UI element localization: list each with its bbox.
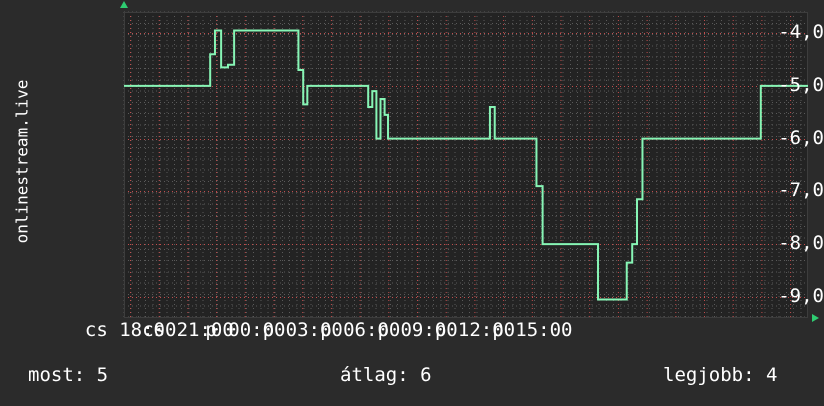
- y-axis-tick-label: -6,0: [778, 126, 824, 149]
- y-axis-tick-label: -5,0: [778, 73, 824, 96]
- legend-best-value: legjobb: 4: [663, 364, 778, 386]
- plot-background: [124, 12, 808, 318]
- y-axis-arrow-icon: [120, 1, 128, 8]
- x-axis-tick-label: cs 18:00: [84, 319, 177, 341]
- x-axis-tick-label: p 09:00: [377, 319, 458, 341]
- data-series-line: [124, 29, 808, 301]
- y-axis-tick-label: -7,0: [778, 179, 824, 202]
- x-axis-tick-label: p 03:00: [262, 319, 343, 341]
- x-axis-tick-label: cs 21:00: [142, 319, 234, 341]
- major-gridlines: [124, 12, 808, 318]
- x-axis-tick-label: p 12:00: [435, 319, 516, 341]
- x-axis-arrow-icon: [812, 314, 819, 322]
- plot-border: [124, 12, 808, 318]
- legend-current-value: most: 5: [28, 364, 109, 386]
- y-axis-tick-label: -8,0: [778, 232, 824, 255]
- x-axis-tick-label: p 00:00: [205, 319, 286, 341]
- y-axis-tick-label: -4,0: [778, 21, 824, 44]
- x-axis-tick-label: p 15:00: [492, 319, 573, 341]
- minor-gridlines: [123, 11, 808, 318]
- x-axis-tick-label: p 06:00: [320, 319, 401, 341]
- y-axis-tick-label: -9,0: [778, 284, 824, 307]
- legend-average-value: átlag: 6: [340, 364, 432, 386]
